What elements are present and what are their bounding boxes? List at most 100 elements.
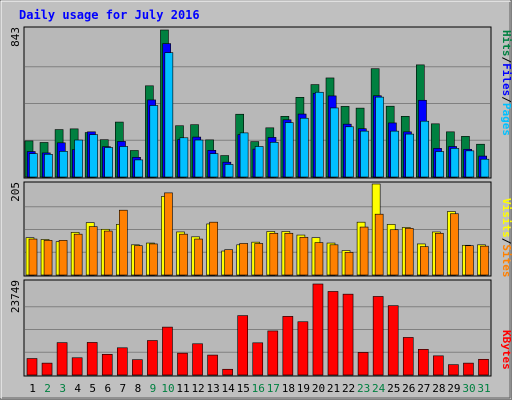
pages-bar (450, 148, 460, 178)
sites-bar (389, 229, 399, 276)
sites-bar (480, 245, 489, 276)
pages-bar (194, 139, 204, 178)
pages-bar (465, 150, 475, 178)
sites-bar (284, 232, 294, 276)
legend-visits: Visits (500, 198, 512, 238)
pages-bar (149, 105, 159, 178)
sites-bar (239, 243, 248, 276)
sites-bar (28, 238, 38, 276)
pages-bar (74, 139, 83, 178)
day-label: 30 (462, 382, 475, 395)
pages-bar (44, 154, 53, 178)
pages-bar (104, 147, 113, 178)
legend-files: Files (500, 63, 512, 96)
day-label: 3 (59, 382, 66, 395)
kbytes-bar (448, 364, 459, 376)
pages-bar (224, 164, 234, 178)
pages-bar (299, 117, 309, 178)
pages-bar (134, 159, 144, 178)
day-label: 15 (237, 382, 250, 395)
kbytes-bar (267, 330, 279, 376)
kbytes-bar (192, 343, 203, 376)
visits-panel: 205 (9, 181, 492, 277)
kbytes-bar (463, 362, 474, 376)
pages-bar (375, 96, 384, 178)
sites-bar (450, 213, 459, 276)
visits-ymax-label: 205 (9, 182, 22, 202)
kbytes-bar (56, 342, 68, 376)
sites-bar (374, 213, 384, 276)
day-label: 31 (477, 382, 490, 395)
day-label: 10 (161, 382, 174, 395)
pages-bar (315, 91, 324, 178)
legend-top: Hits/Files/Pages (500, 30, 512, 136)
sites-bar (299, 236, 309, 276)
sites-bar (329, 244, 339, 276)
sites-bar (269, 232, 279, 276)
pages-bar (405, 133, 414, 178)
sites-bar (344, 252, 354, 276)
legend-kbytes: KBytes (500, 330, 512, 370)
kbytes-bar (86, 342, 98, 376)
day-label: 2 (44, 382, 51, 395)
pages-bar (164, 52, 174, 178)
pages-bar (330, 107, 339, 178)
day-label: 6 (104, 382, 111, 395)
day-label: 7 (120, 382, 127, 395)
kbytes-bar (327, 291, 339, 376)
pages-bar (209, 153, 219, 178)
day-label: 11 (176, 382, 189, 395)
kbytes-bar (132, 359, 143, 376)
sites-bar (149, 243, 158, 276)
kbytes-bar (342, 293, 354, 376)
pages-bar (345, 126, 354, 178)
day-label: 14 (222, 382, 236, 395)
sites-bar (134, 245, 143, 276)
kbytes-bar (117, 347, 128, 376)
day-label: 17 (267, 382, 280, 395)
sites-bar (254, 243, 264, 276)
kbytes-bar (312, 283, 324, 376)
sites-bar (419, 246, 429, 276)
sites-bar (119, 209, 128, 276)
pages-bar (420, 120, 430, 178)
kbytes-ymax-label: 23749 (9, 280, 22, 313)
kbytes-bar (252, 342, 264, 376)
sites-bar (73, 233, 83, 276)
kbytes-bar (237, 315, 248, 376)
kbytes-bar (101, 354, 113, 376)
sites-bar (179, 233, 188, 276)
pages-bar (390, 130, 399, 178)
pages-bar (89, 134, 98, 178)
legend-hits: Hits (500, 30, 512, 57)
kbytes-bar (222, 368, 233, 376)
sites-bar (465, 245, 474, 276)
kbytes-bar (207, 354, 218, 376)
sites-bar (224, 249, 233, 276)
pages-bar (284, 122, 294, 178)
legend-mid: Visits/Sites (500, 198, 512, 278)
kbytes-bar (41, 362, 53, 376)
day-label: 26 (402, 382, 415, 395)
day-label: 12 (191, 382, 204, 395)
kbytes-bar (478, 358, 489, 376)
kbytes-bar (282, 316, 294, 376)
kbytes-bar (433, 355, 444, 376)
pages-bar (360, 130, 369, 178)
kbytes-bar (402, 337, 414, 376)
kbytes-bar (417, 349, 429, 376)
kbytes-bar (372, 296, 384, 376)
day-label: 27 (417, 382, 430, 395)
day-label: 25 (387, 382, 400, 395)
kbytes-bar (147, 340, 158, 376)
sites-bar (314, 242, 324, 276)
day-label: 22 (342, 382, 355, 395)
sites-bar (43, 240, 53, 276)
pages-bar (29, 153, 38, 178)
pages-bar (435, 151, 445, 178)
day-label: 21 (327, 382, 340, 395)
day-label: 8 (135, 382, 142, 395)
sites-bar (164, 192, 173, 276)
pages-bar (119, 146, 128, 178)
